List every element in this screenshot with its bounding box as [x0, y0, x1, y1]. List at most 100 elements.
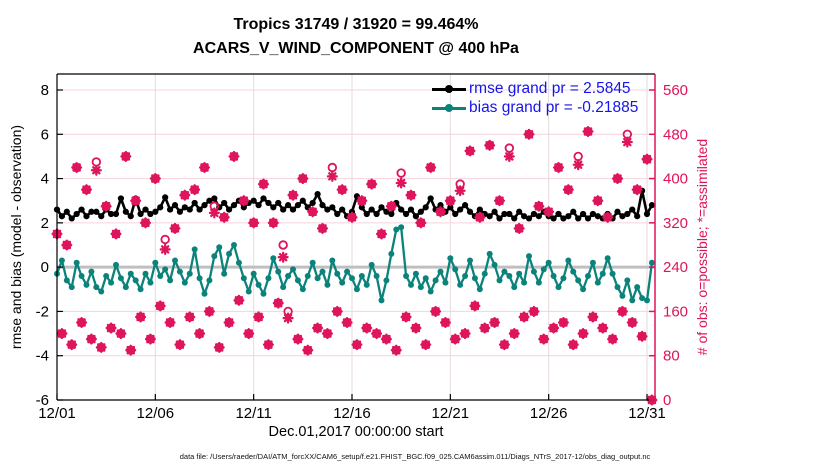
rmse-series-marker: [240, 204, 247, 211]
bias-series-marker: [408, 281, 414, 288]
bias-series-marker: [280, 284, 287, 291]
assimilated-star-marker: [567, 339, 579, 351]
bias-series-marker: [68, 284, 75, 291]
rmse-series-marker: [437, 202, 444, 209]
rmse-series-marker: [501, 210, 508, 218]
assimilated-star-marker: [213, 341, 225, 353]
chart-title: Tropics 31749 / 31920 = 99.464%: [233, 16, 479, 33]
bias-series-marker: [481, 270, 488, 277]
bias-series-marker: [245, 288, 252, 295]
x-axis-label: Dec.01,2017 00:00:00 start: [268, 424, 444, 440]
assimilated-star-marker: [508, 328, 520, 340]
bias-series-marker: [383, 277, 390, 284]
assimilated-star-marker: [528, 305, 540, 317]
chart-subtitle: ACARS_V_WIND_COMPONENT @ 400 hPa: [193, 40, 519, 57]
bias-series-marker: [122, 284, 129, 291]
rmse-series-marker: [166, 206, 174, 213]
bias-series-marker: [250, 270, 257, 277]
rmse-series-marker: [530, 210, 538, 218]
assimilated-star-marker: [105, 322, 117, 334]
assimilated-star-marker: [548, 322, 560, 334]
bias-series-marker: [93, 284, 100, 291]
assimilated-star-marker: [203, 305, 215, 317]
rmse-series-marker: [181, 204, 188, 211]
rmse-series-marker: [457, 206, 464, 213]
bias-series-marker: [181, 279, 188, 286]
bias-series-marker: [73, 259, 80, 266]
bias-series-marker: [304, 272, 311, 279]
assimilated-star-marker: [410, 322, 422, 334]
bias-series-marker: [452, 266, 459, 273]
assimilated-star-marker: [454, 185, 466, 197]
bias-series-marker: [388, 250, 395, 257]
rmse-series-marker: [417, 208, 424, 215]
bias-series-marker: [639, 295, 646, 302]
rmse-series-marker: [171, 202, 179, 209]
bias-series-marker: [629, 297, 636, 304]
legend-label-rmse: rmse grand pr = 2.5845: [469, 79, 631, 97]
rmse-series-marker: [78, 206, 85, 213]
bias-series-marker: [314, 275, 321, 282]
assimilated-star-marker: [223, 316, 235, 329]
bias-series-marker: [83, 281, 90, 288]
rmse-series-marker: [255, 202, 262, 209]
bias-series-marker: [176, 268, 183, 275]
bias-series-marker: [604, 255, 611, 262]
rmse-series-marker: [294, 202, 302, 209]
rmse-series-marker: [619, 213, 626, 220]
bias-marker-icon: [445, 103, 453, 112]
assimilated-star-marker: [361, 322, 373, 334]
assimilated-star-marker: [626, 316, 638, 329]
assimilated-star-marker: [287, 189, 299, 201]
bias-series-marker: [186, 270, 193, 277]
bias-series-marker: [240, 275, 247, 282]
rmse-series-marker: [314, 190, 321, 198]
rmse-series-marker: [93, 208, 100, 215]
rmse-series-marker: [186, 206, 193, 213]
assimilated-star-marker: [582, 125, 594, 138]
assimilated-star-marker: [562, 184, 574, 196]
x-tick-label: 12/01: [38, 405, 76, 422]
assimilated-star-marker: [430, 305, 442, 317]
bias-series-marker: [609, 270, 616, 277]
bias-series-marker: [462, 272, 469, 279]
assimilated-star-marker: [641, 153, 653, 165]
rmse-series-marker: [525, 215, 533, 222]
x-tick-label: 12/31: [628, 405, 666, 422]
left-tick-label: -4: [36, 348, 49, 365]
assimilated-star-marker: [267, 217, 279, 229]
rmse-series-marker: [107, 210, 115, 218]
possible-circle-marker: [91, 157, 102, 167]
bias-series-marker: [226, 250, 233, 257]
assimilated-star-marker: [444, 195, 456, 207]
rmse-marker-icon: [445, 84, 453, 93]
assimilated-star-marker: [144, 333, 156, 345]
bias-series-marker: [491, 261, 498, 268]
assimilated-star-marker: [523, 128, 535, 140]
rmse-series-marker: [339, 206, 346, 213]
bias-series-marker: [585, 272, 591, 279]
bias-series-marker: [349, 275, 355, 282]
bias-series-marker: [614, 284, 621, 291]
bias-series-marker: [634, 284, 641, 291]
bias-series-marker: [63, 277, 70, 284]
bias-series-marker: [201, 290, 208, 297]
rmse-series-marker: [289, 206, 297, 213]
rmse-series-marker: [629, 206, 636, 213]
right-tick-label: 400: [663, 171, 688, 188]
bias-series-marker: [127, 270, 134, 277]
bias-series-marker: [78, 272, 85, 279]
assimilated-star-marker: [174, 339, 186, 351]
bias-series-marker: [206, 277, 213, 284]
rmse-series-marker: [265, 199, 272, 207]
bias-series-marker: [147, 279, 154, 286]
assimilated-star-marker: [636, 330, 648, 342]
rmse-series-marker: [589, 210, 597, 218]
rmse-series-marker: [388, 210, 395, 218]
bias-series-marker: [191, 246, 198, 253]
left-tick-label: 8: [41, 82, 49, 99]
assimilated-star-marker: [513, 222, 525, 234]
bias-series-marker: [486, 250, 493, 257]
